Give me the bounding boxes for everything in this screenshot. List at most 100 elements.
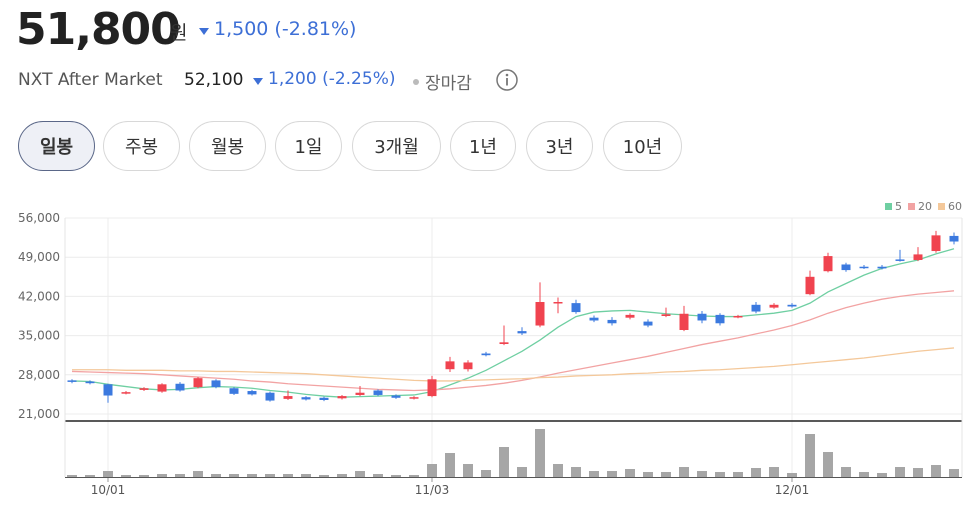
candle-body — [769, 304, 779, 308]
volume-bar — [679, 467, 689, 477]
volume-bar — [589, 471, 599, 477]
volume-bar — [877, 473, 887, 477]
y-tick-label: 49,000 — [18, 250, 60, 264]
moving-average-line — [71, 290, 955, 392]
candle-body — [427, 379, 437, 397]
y-tick-label: 21,000 — [18, 407, 60, 421]
candle-body — [373, 390, 383, 395]
candle-body — [229, 388, 239, 394]
moving-average-line — [72, 347, 955, 382]
candle-body — [211, 380, 221, 388]
candle-body — [661, 314, 671, 316]
legend-label: 20 — [918, 200, 932, 213]
volume-bar — [121, 475, 131, 477]
candle-body — [139, 388, 149, 390]
period-tab[interactable]: 1년 — [450, 121, 516, 171]
volume-bar — [751, 468, 761, 477]
volume-bar — [301, 474, 311, 477]
volume-bar — [445, 453, 455, 477]
volume-bar — [499, 447, 509, 477]
period-tab[interactable]: 1일 — [275, 121, 342, 171]
volume-bar — [715, 472, 725, 477]
legend-swatch — [908, 203, 915, 210]
volume-bar — [157, 474, 167, 477]
period-tab[interactable]: 일봉 — [18, 121, 95, 171]
market-status: 장마감 — [425, 74, 472, 94]
volume-bar — [607, 471, 617, 477]
volume-bar — [247, 474, 257, 477]
status-dot — [413, 79, 419, 85]
x-tick-label: 11/03 — [415, 483, 450, 497]
volume-bar — [913, 468, 923, 477]
volume-bar — [625, 469, 635, 477]
candle-body — [949, 235, 959, 242]
candle-body — [553, 302, 563, 304]
candle-body — [931, 235, 941, 252]
candle-body — [301, 397, 311, 400]
candle-body — [391, 395, 401, 398]
candle-body — [337, 396, 347, 399]
period-tab[interactable]: 주봉 — [103, 121, 180, 171]
volume-bar — [643, 472, 653, 477]
volume-bar — [85, 475, 95, 477]
y-tick-label: 28,000 — [18, 368, 60, 382]
volume-bar — [895, 467, 905, 477]
candle-body — [715, 314, 725, 324]
period-tab[interactable]: 10년 — [603, 121, 682, 171]
candle-body — [445, 361, 455, 370]
volume-bar — [517, 467, 527, 477]
candle-body — [643, 321, 653, 326]
candle-body — [157, 384, 167, 392]
y-tick-label: 42,000 — [18, 289, 60, 303]
down-icon — [253, 78, 263, 85]
candle-body — [751, 304, 761, 312]
candle-body — [895, 259, 905, 261]
period-tab[interactable]: 월봉 — [189, 121, 266, 171]
legend-swatch — [885, 203, 892, 210]
candle-body — [625, 314, 635, 318]
volume-bar — [733, 472, 743, 477]
period-tab[interactable]: 3년 — [526, 121, 593, 171]
candle-body — [607, 319, 617, 324]
volume-bar — [67, 475, 77, 477]
price-change: 1,500 (-2.81%) — [214, 18, 357, 40]
candle-body — [859, 266, 869, 269]
candle-body — [85, 381, 95, 384]
volume-bar — [553, 464, 563, 477]
candle-body — [463, 362, 473, 370]
candle-body — [193, 378, 203, 388]
legend-swatch — [938, 203, 945, 210]
candle-body — [265, 392, 275, 401]
volume-bar — [103, 471, 113, 477]
volume-bar — [805, 434, 815, 477]
volume-bar — [175, 474, 185, 477]
legend-label: 5 — [895, 200, 902, 213]
market-change: 1,200 (-2.25%) — [268, 69, 396, 89]
volume-bar — [337, 474, 347, 477]
candle-body — [247, 391, 257, 395]
market-price: 52,100 — [184, 70, 244, 90]
volume-bar — [265, 474, 275, 477]
volume-bar — [931, 465, 941, 477]
volume-bar — [319, 475, 329, 477]
down-icon — [199, 28, 209, 35]
volume-bar — [283, 474, 293, 477]
volume-bar — [355, 471, 365, 477]
volume-bar — [463, 464, 473, 477]
volume-bar — [535, 429, 545, 477]
candle-body — [733, 316, 743, 318]
candle-body — [499, 342, 509, 344]
candle-body — [805, 276, 815, 295]
volume-bar — [211, 474, 221, 477]
info-icon[interactable] — [495, 68, 519, 92]
candle-body — [841, 264, 851, 271]
volume-bar — [697, 471, 707, 477]
volume-bar — [571, 467, 581, 477]
volume-bar — [373, 474, 383, 477]
market-name: NXT After Market — [18, 70, 163, 90]
y-tick-label: 56,000 — [18, 211, 60, 225]
volume-bar — [409, 475, 419, 477]
period-tab[interactable]: 3개월 — [352, 121, 441, 171]
candle-body — [535, 302, 545, 326]
